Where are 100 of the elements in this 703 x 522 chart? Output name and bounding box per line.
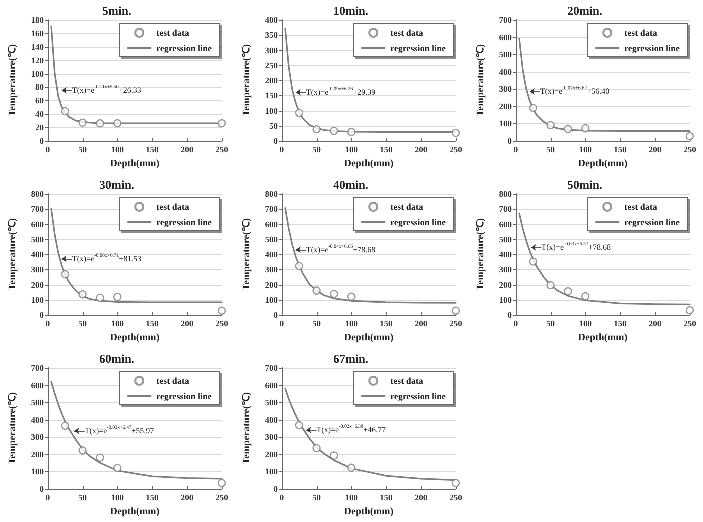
y-tick-label: 700 xyxy=(265,363,278,373)
y-tick-label: 0 xyxy=(274,136,278,146)
x-tick-label: 200 xyxy=(648,318,662,328)
legend-label: test data xyxy=(156,376,190,386)
y-tick-label: 400 xyxy=(499,250,512,260)
x-tick-label: 100 xyxy=(345,492,358,502)
y-tick-label: 100 xyxy=(31,68,44,79)
y-axis-title: Temperature(℃) xyxy=(8,392,18,465)
x-tick-label: 50 xyxy=(78,144,88,154)
y-tick-label: 140 xyxy=(31,42,44,52)
x-axis-title: Depth(mm) xyxy=(110,506,160,518)
point xyxy=(295,109,304,118)
point xyxy=(295,262,304,270)
y-axis-title: Temperature(℃) xyxy=(242,44,252,117)
point xyxy=(330,290,338,298)
point xyxy=(78,290,87,299)
y-tick-label: 0 xyxy=(40,310,44,320)
x-tick-label: 200 xyxy=(180,492,194,502)
x-axis-title: Depth(mm) xyxy=(344,506,394,518)
x-tick-label: 50 xyxy=(312,318,322,328)
y-tick-label: 300 xyxy=(31,264,44,275)
point xyxy=(529,258,538,266)
x-tick-label: 50 xyxy=(78,492,88,502)
y-tick-label: 400 xyxy=(265,414,278,425)
point xyxy=(452,306,460,316)
y-tick-label: 0 xyxy=(274,310,278,320)
y-tick-label: 300 xyxy=(499,84,512,94)
legend-label: test data xyxy=(390,376,424,386)
point xyxy=(686,306,694,315)
y-tick-label: 800 xyxy=(265,189,278,199)
x-tick-label: 200 xyxy=(648,144,662,154)
y-tick-label: 200 xyxy=(499,280,512,290)
y-axis-title: Temperature(℃) xyxy=(8,44,18,117)
y-axis-title: Temperature(℃) xyxy=(476,218,486,291)
x-tick-label: 50 xyxy=(312,144,322,154)
y-tick-label: 300 xyxy=(265,45,278,56)
y-tick-label: 800 xyxy=(499,189,512,199)
x-tick-label: 100 xyxy=(579,318,592,328)
chart-title: 5min. xyxy=(102,4,132,18)
y-tick-label: 100 xyxy=(499,294,512,305)
legend-label: regression line xyxy=(624,44,680,54)
x-axis-title: Depth(mm) xyxy=(578,332,628,344)
y-axis-title: Temperature(℃) xyxy=(242,218,252,291)
point xyxy=(61,107,70,116)
y-tick-label: 0 xyxy=(40,136,44,146)
y-tick-label: 0 xyxy=(274,484,278,494)
point xyxy=(452,479,460,488)
point xyxy=(218,479,226,488)
y-tick-label: 180 xyxy=(31,15,44,25)
x-tick-label: 150 xyxy=(614,318,627,328)
chart-title: 67min. xyxy=(333,352,369,366)
x-tick-label: 250 xyxy=(450,318,462,328)
y-tick-label: 500 xyxy=(265,234,278,244)
legend-label: test data xyxy=(390,202,424,212)
x-tick-label: 150 xyxy=(380,492,393,502)
x-tick-label: 100 xyxy=(111,492,124,502)
y-tick-label: 200 xyxy=(265,76,278,86)
x-tick-label: 200 xyxy=(180,144,194,154)
point xyxy=(564,125,572,134)
x-tick-label: 150 xyxy=(380,144,393,154)
y-tick-label: 160 xyxy=(31,28,44,38)
legend-label: test data xyxy=(624,202,658,212)
x-tick-label: 50 xyxy=(78,318,88,328)
y-tick-label: 700 xyxy=(265,204,278,214)
x-tick-label: 200 xyxy=(414,492,428,502)
point xyxy=(96,119,104,128)
point xyxy=(114,464,122,472)
y-tick-label: 0 xyxy=(40,484,44,494)
point xyxy=(312,444,321,452)
y-tick-label: 400 xyxy=(31,414,44,425)
legend-label: regression line xyxy=(156,392,212,402)
y-axis-title: Temperature(℃) xyxy=(8,218,18,291)
y-tick-label: 200 xyxy=(31,280,44,290)
y-tick-label: 400 xyxy=(265,15,278,25)
point xyxy=(582,292,590,301)
y-tick-label: 500 xyxy=(499,50,512,60)
y-tick-label: 250 xyxy=(265,60,278,70)
point xyxy=(582,124,590,133)
x-tick-label: 150 xyxy=(614,144,627,154)
point xyxy=(348,292,356,301)
y-tick-label: 100 xyxy=(31,294,44,305)
y-tick-label: 700 xyxy=(31,363,44,373)
y-tick-label: 100 xyxy=(265,466,278,477)
y-tick-label: 600 xyxy=(499,32,512,42)
y-tick-label: 600 xyxy=(265,380,278,390)
x-tick-label: 100 xyxy=(345,318,358,328)
y-tick-label: 150 xyxy=(265,90,278,101)
point xyxy=(546,281,555,290)
y-tick-label: 100 xyxy=(265,106,278,116)
point xyxy=(78,446,87,455)
x-axis-title: Depth(mm) xyxy=(344,332,394,344)
y-tick-label: 400 xyxy=(31,250,44,260)
legend-label: regression line xyxy=(390,218,446,228)
point xyxy=(452,129,460,138)
point xyxy=(96,454,104,462)
point xyxy=(564,287,572,296)
y-tick-label: 50 xyxy=(270,120,278,131)
y-axis-title: Temperature(℃) xyxy=(242,392,252,465)
y-tick-label: 300 xyxy=(31,432,44,442)
point xyxy=(61,422,70,430)
